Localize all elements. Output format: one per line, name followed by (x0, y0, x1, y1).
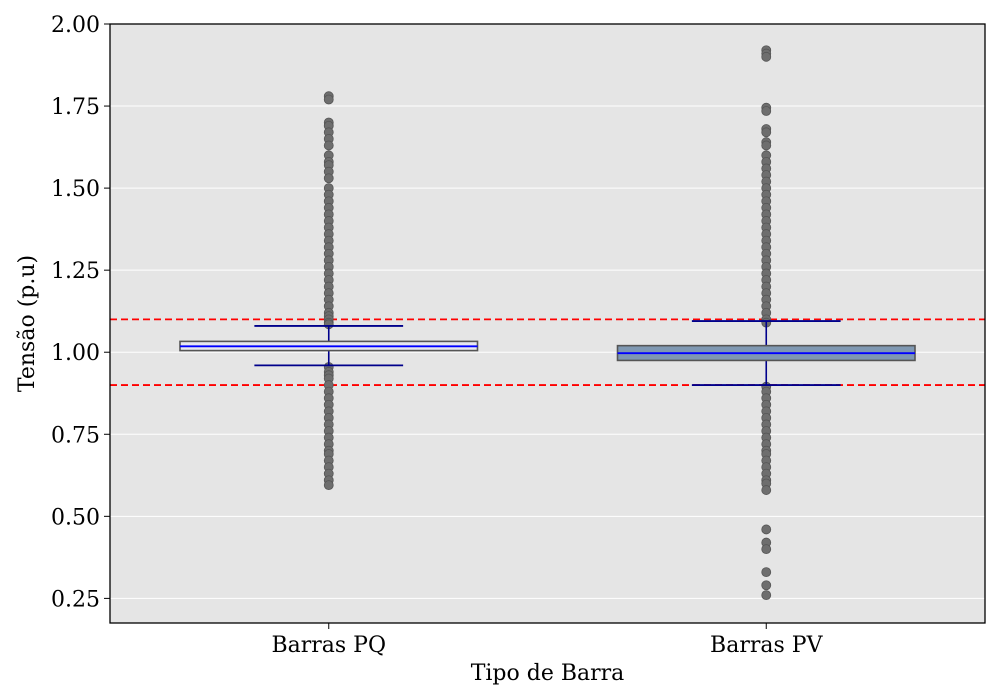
x-axis-title: Tipo de Barra (471, 661, 625, 686)
plot-area (110, 24, 985, 623)
boxes (179, 45, 916, 601)
outlier-point (761, 524, 772, 535)
y-tick-label: 0.50 (51, 505, 100, 530)
outlier-point (761, 485, 772, 495)
x-tick-label: Barras PQ (271, 633, 386, 658)
outlier-point (323, 480, 334, 491)
y-tick-label: 2.00 (51, 13, 100, 38)
x-axis: Barras PQ Barras PV (271, 623, 824, 658)
outlier-point (761, 51, 772, 62)
plot-frame (109, 23, 986, 624)
outlier-point (761, 567, 772, 578)
y-tick-label: 0.25 (51, 587, 100, 612)
y-axis-title: Tensão (p.u) (15, 255, 40, 392)
box-group (179, 91, 479, 491)
outlier-point (761, 140, 772, 151)
outlier-point (323, 94, 334, 105)
outlier-point (761, 544, 772, 555)
y-tick-label: 1.50 (51, 177, 100, 202)
outlier-point (323, 140, 334, 151)
y-tick-label: 0.75 (51, 423, 100, 448)
x-tick-label: Barras PV (710, 633, 824, 658)
y-tick-label: 1.75 (51, 95, 100, 120)
outlier-point (761, 106, 772, 116)
outlier-point (761, 580, 772, 591)
box-group (616, 45, 916, 601)
outlier-point (761, 590, 772, 601)
outlier-point (323, 173, 334, 184)
y-tick-label: 1.00 (51, 341, 100, 366)
y-axis: 0.25 0.50 0.75 1.00 1.25 1.50 1.75 2.00 (51, 13, 110, 612)
y-tick-label: 1.25 (51, 259, 100, 284)
grid-lines (110, 23, 985, 599)
outlier-point (761, 127, 772, 138)
